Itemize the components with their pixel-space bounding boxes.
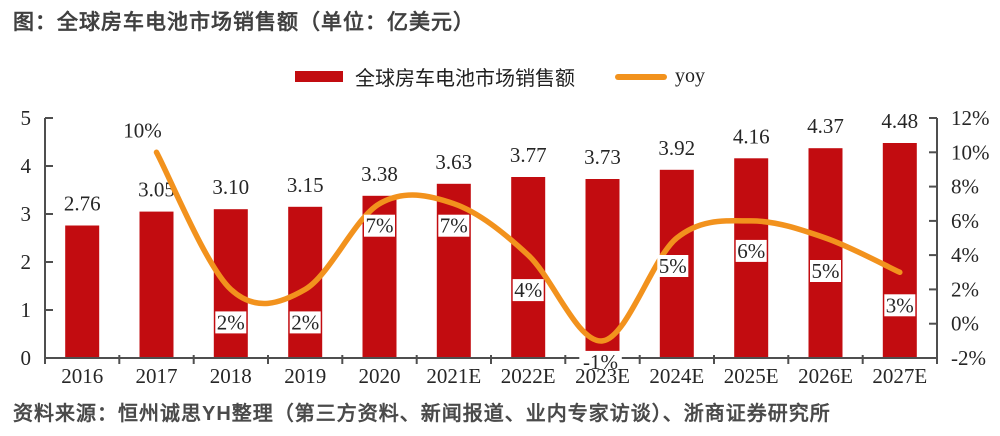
left-axis-tick-label: 2: [21, 250, 32, 274]
left-axis-tick-label: 5: [21, 106, 32, 130]
yoy-label-bg: [810, 260, 841, 282]
x-axis-labels: 2016 2017 2018 2019 2020 2021E 2022E 2023E 2024E…: [61, 364, 927, 388]
line-series-swatch-icon: [615, 73, 667, 80]
yoy-point-label: -1%: [583, 350, 618, 374]
bar-value-label: 3.77: [510, 143, 547, 167]
bar-2023E: [585, 179, 620, 358]
x-axis-tick-label: 2023E: [575, 364, 630, 388]
right-axis-tick-label: 0%: [951, 312, 979, 336]
right-axis-tick-label: 12%: [951, 106, 990, 130]
bar-value-label: 4.16: [733, 124, 770, 148]
yoy-label-bg: [215, 311, 247, 334]
yoy-point-label: 2%: [217, 310, 245, 334]
bar-value-label: 3.92: [658, 136, 695, 160]
yoy-label-bg: [657, 255, 689, 277]
bar-2021E: [436, 183, 471, 358]
yoy-point-labels: 10% 2% 2% 7% 7% 4% -1% 5% 6% 5% 3%: [121, 118, 916, 374]
bar-value-label: 3.63: [435, 150, 472, 174]
right-axis-tick-label: 2%: [951, 277, 979, 301]
x-axis-tick-label: 2021E: [426, 364, 481, 388]
axes: [44, 117, 938, 364]
yoy-point-label: 7%: [440, 214, 468, 238]
left-axis-tick-label: 3: [21, 202, 32, 226]
left-axis-tick-label: 1: [21, 298, 32, 322]
yoy-point-label: 6%: [737, 239, 765, 263]
yoy-point-label: 7%: [366, 214, 394, 238]
yoy-point-label: 5%: [812, 259, 840, 283]
bar-value-labels: 2.763.05 3.10 3.15 3.38 3.63 3.77 3.73 3.92 4.16…: [64, 109, 918, 216]
yoy-label-bg: [364, 214, 395, 237]
yoy-point-label: 5%: [659, 254, 687, 278]
bar-series-label: 全球房车电池市场销售额: [355, 68, 575, 90]
right-axis-tick-label: 4%: [951, 243, 979, 267]
x-axis-tick-label: 2024E: [649, 364, 704, 388]
bar-value-label: 3.15: [287, 173, 324, 197]
bar-2026E: [808, 148, 843, 358]
right-axis-tick-label: -2%: [951, 346, 986, 370]
left-axis-labels: 0 1 2 3 4 5: [21, 106, 32, 370]
x-axis-tick-label: 2022E: [501, 364, 556, 388]
bar-value-label: 3.38: [361, 162, 398, 186]
bar-series: [65, 143, 917, 358]
line-series-label: yoy: [675, 65, 705, 87]
bar-value-label: 3.73: [584, 145, 621, 169]
bar-2016: [65, 225, 100, 358]
yoy-label-bg: [438, 214, 470, 237]
yoy-label-bg: [735, 239, 767, 262]
x-axis-tick-label: 2019: [284, 364, 326, 388]
right-axis-tick-label: 6%: [951, 209, 979, 233]
bar-2018: [213, 209, 248, 358]
x-axis-tick-label: 2026E: [798, 364, 853, 388]
yoy-label-bg: [512, 279, 544, 302]
yoy-label-bg: [121, 119, 164, 142]
left-axis-tick-label: 0: [21, 346, 32, 370]
right-axis-tick-label: 8%: [951, 175, 979, 199]
x-axis-tick-label: 2016: [61, 364, 103, 388]
yoy-label-bg: [884, 294, 916, 317]
chart-legend: 全球房车电池市场销售额 yoy: [0, 62, 1000, 91]
yoy-point-label: 2%: [291, 310, 319, 334]
left-axis-tick-label: 4: [21, 154, 32, 178]
right-axis-labels: -2% 0% 2% 4% 6% 8% 10% 12%: [951, 106, 990, 370]
chart-title: 图：全球房车电池市场销售额（单位：亿美元）: [13, 11, 475, 34]
x-axis-tick-label: 2020: [359, 364, 401, 388]
bar-value-label: 3.10: [212, 175, 249, 199]
bar-2027E: [882, 143, 917, 358]
bar-value-label: 4.37: [807, 114, 844, 138]
x-axis-tick-label: 2017: [136, 364, 178, 388]
x-axis-tick-label: 2027E: [872, 364, 927, 388]
source-note: 资料来源：恒州诚思YH整理（第三方资料、新闻报道、业内专家访谈）、浙商证券研究所: [13, 403, 831, 425]
x-axis-tick-label: 2018: [210, 364, 252, 388]
bar-value-label: 2.76: [64, 192, 101, 216]
yoy-label-bg: [579, 350, 622, 373]
yoy-point-label: 4%: [514, 278, 542, 302]
bar-value-label: 4.48: [881, 109, 918, 133]
right-axis-tick-label: 10%: [951, 140, 990, 164]
yoy-point-label: 3%: [886, 293, 914, 317]
yoy-line: [153, 149, 903, 344]
bar-series-swatch-icon: [295, 71, 343, 82]
yoy-label-bg: [289, 311, 321, 334]
yoy-point-label: 10%: [123, 118, 162, 142]
x-axis-tick-label: 2025E: [724, 364, 779, 388]
bar-2017: [139, 211, 174, 358]
